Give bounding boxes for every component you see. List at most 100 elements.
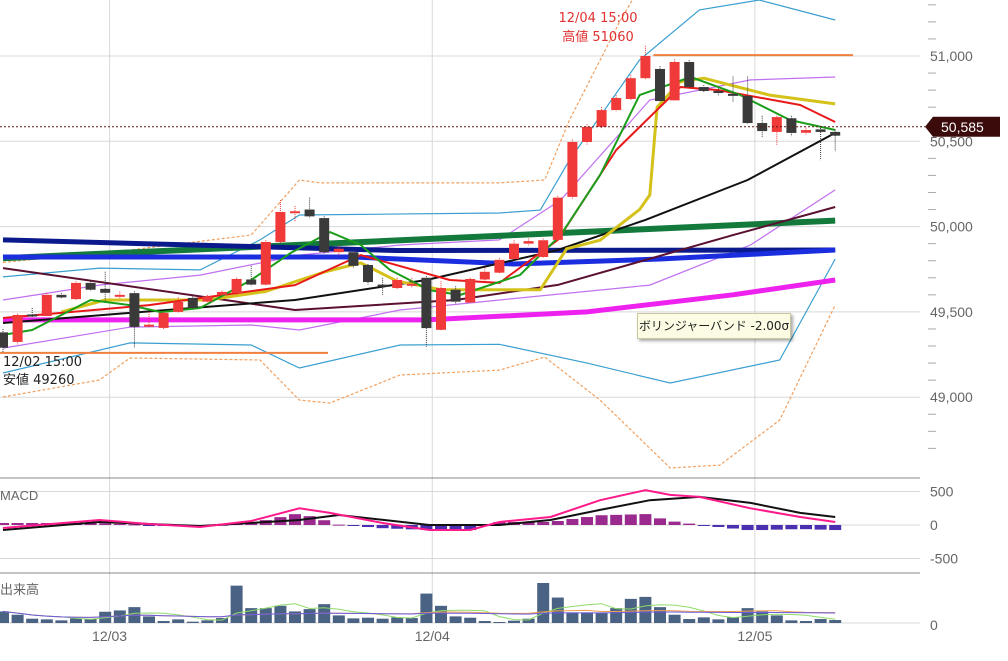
candle: [625, 74, 636, 101]
volume-bar: [449, 616, 462, 623]
current-price-tag: [925, 116, 1000, 137]
candle-body: [465, 278, 476, 303]
candle-body: [231, 278, 242, 294]
bollinger-band--2σ: [2, 258, 836, 384]
volume-bar: [697, 617, 710, 623]
current-price-label: 50,585: [941, 119, 984, 135]
volume-bar: [741, 608, 754, 623]
candle-body: [246, 279, 257, 285]
macd-histogram-bar: [332, 524, 345, 526]
candle-body: [801, 130, 811, 133]
candle-body: [406, 283, 417, 286]
candle: [0, 328, 8, 353]
volume-bar: [727, 617, 739, 623]
macd-histogram-bar: [143, 525, 155, 526]
volume-bar: [581, 612, 593, 623]
date-tick-label: 12/03: [92, 628, 127, 644]
macd-histogram-bar: [128, 524, 141, 526]
candle-body: [27, 314, 38, 317]
moving-average-line: [2, 132, 836, 324]
candle-body: [523, 241, 534, 244]
volume-bar: [522, 618, 535, 623]
candle: [100, 271, 111, 302]
volume-bar: [537, 583, 550, 623]
candle-body: [56, 294, 67, 298]
candle-body: [625, 78, 636, 99]
candle-body: [217, 291, 227, 295]
candle-body: [655, 68, 665, 102]
candle: [129, 291, 140, 348]
volume-bar: [143, 616, 155, 623]
volume-bar: [11, 614, 24, 623]
macd-histogram-bar: [741, 525, 754, 531]
volume-bar: [785, 620, 798, 623]
candle-body: [114, 294, 125, 297]
candle-body: [582, 126, 592, 142]
macd-histogram-bar: [420, 525, 433, 530]
candle: [684, 60, 695, 89]
volume-bar: [113, 610, 126, 623]
candle-body: [728, 93, 738, 96]
volume-bar: [332, 615, 345, 623]
macd-histogram-bar: [493, 521, 506, 525]
candle: [450, 286, 461, 304]
candle-body: [669, 61, 680, 101]
candle: [509, 240, 519, 260]
volume-bar: [70, 618, 82, 623]
macd-tick-label: -500: [930, 551, 958, 567]
volume-bar: [800, 621, 812, 623]
candle: [217, 290, 227, 296]
candle: [260, 240, 271, 286]
volume-bar: [26, 618, 39, 623]
candle: [436, 281, 446, 331]
candle: [406, 277, 417, 289]
candle: [479, 267, 490, 281]
candle: [757, 115, 768, 138]
candle-body: [144, 324, 154, 327]
moving-average-line: [3, 277, 836, 323]
candle: [596, 107, 607, 129]
candle: [523, 238, 534, 246]
macd-histogram-bar: [84, 522, 97, 525]
candle-body: [640, 56, 651, 79]
candle: [611, 95, 622, 112]
candle-body: [377, 284, 388, 287]
volume-bar: [508, 620, 520, 623]
volume-bar: [245, 608, 258, 623]
candle: [465, 277, 476, 304]
candle: [12, 313, 23, 345]
candle-body: [596, 110, 607, 127]
candle: [319, 216, 330, 254]
volume-bar: [84, 619, 97, 623]
candle-body: [333, 248, 344, 253]
candle: [71, 281, 81, 300]
candle-body: [304, 209, 315, 217]
low-time-label: 12/02 15:00: [3, 355, 82, 370]
candle: [333, 245, 344, 256]
macd-histogram-bar: [391, 525, 404, 529]
candle: [421, 276, 432, 347]
macd-histogram-bar: [697, 525, 710, 526]
volume-ma-long: [2, 610, 836, 618]
macd-line: [2, 489, 836, 531]
candle-body: [509, 243, 519, 260]
macd-histogram-bar: [11, 522, 24, 525]
volume-bar: [668, 614, 681, 623]
candle-body: [85, 282, 96, 290]
candle-body: [713, 90, 724, 94]
macd-histogram-bar: [362, 525, 374, 528]
candle: [640, 45, 651, 80]
volume-bar: [639, 596, 652, 623]
candle: [85, 281, 96, 292]
high-time-label: 12/04 15:00: [558, 11, 637, 26]
candle: [655, 66, 665, 103]
volume-bar: [683, 619, 696, 623]
candle-body: [698, 87, 709, 91]
volume-bar: [259, 608, 272, 623]
candle-body: [202, 296, 213, 302]
candle-body: [494, 259, 505, 273]
volume-bar: [157, 621, 170, 623]
candle: [158, 311, 169, 329]
volume-bar: [230, 585, 243, 623]
